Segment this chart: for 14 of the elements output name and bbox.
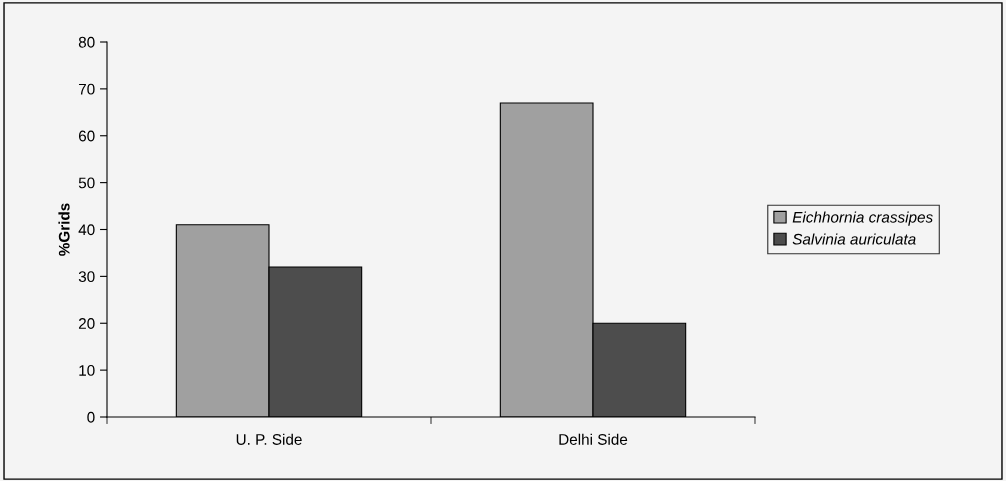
y-tick-label: 0: [87, 411, 95, 423]
y-tick-label: 10: [79, 364, 95, 376]
y-tick-label: 50: [78, 177, 95, 189]
y-tick-label: 40: [78, 224, 95, 236]
y-tick-label: 60: [78, 130, 95, 142]
legend-label: Eichhornia crassipes: [792, 211, 933, 226]
legend-label: Salvinia auriculata: [792, 233, 916, 245]
y-axis-title: %Grids: [58, 203, 70, 256]
x-tick-label: Delhi Side: [559, 433, 628, 445]
y-tick-label: 80: [78, 36, 95, 48]
y-tick-label: 30: [78, 271, 95, 283]
y-tick-label: 70: [78, 83, 95, 95]
y-tick-label: 20: [78, 318, 95, 329]
x-tick-label: U. P. Side: [236, 433, 302, 445]
